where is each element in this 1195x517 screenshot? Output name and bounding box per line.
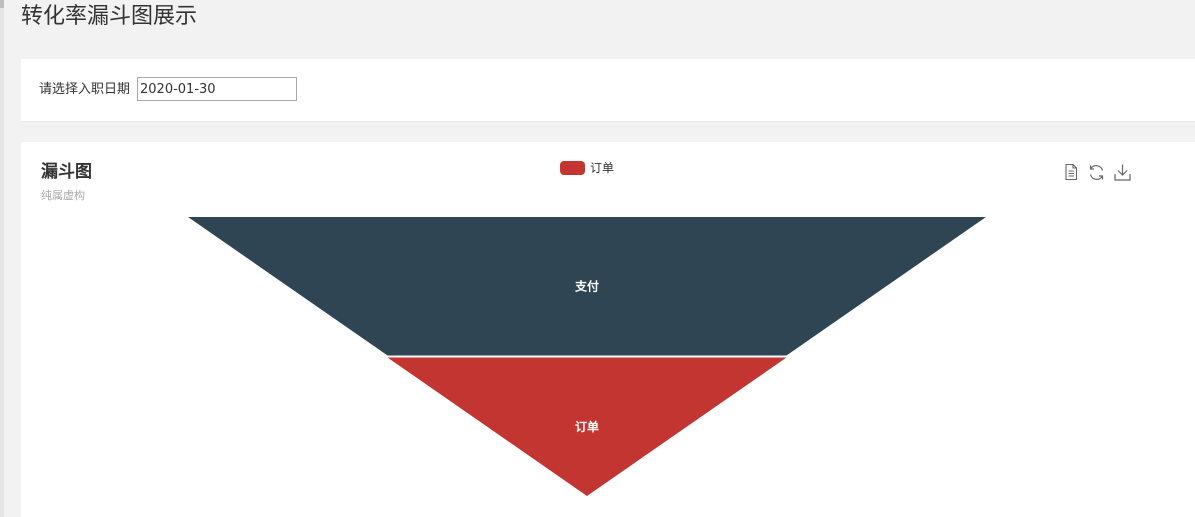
funnel-segment-order[interactable] bbox=[387, 357, 787, 497]
date-filter-label: 请选择入职日期 bbox=[39, 82, 131, 97]
refresh-icon[interactable] bbox=[1088, 164, 1105, 181]
legend-item-order[interactable]: 订单 bbox=[560, 161, 614, 175]
download-icon[interactable] bbox=[1114, 164, 1131, 181]
funnel-chart-card: 漏斗图 纯属虚构 订单 bbox=[21, 142, 1195, 517]
left-edge-mark bbox=[0, 0, 4, 8]
funnel-segment-pay[interactable] bbox=[188, 217, 986, 356]
legend-label: 订单 bbox=[590, 161, 614, 175]
legend-swatch bbox=[560, 161, 585, 175]
funnel-label-pay: 支付 bbox=[574, 278, 599, 293]
filter-panel: 请选择入职日期 bbox=[21, 59, 1195, 122]
left-edge-bar bbox=[0, 0, 4, 517]
data-view-icon[interactable] bbox=[1064, 163, 1078, 181]
date-input[interactable] bbox=[137, 77, 297, 101]
funnel-chart: 漏斗图 纯属虚构 订单 bbox=[41, 161, 1131, 496]
chart-title: 漏斗图 bbox=[41, 162, 92, 182]
page-title: 转化率漏斗图展示 bbox=[21, 4, 198, 29]
chart-subtitle: 纯属虚构 bbox=[41, 188, 85, 202]
funnel-label-order: 订单 bbox=[575, 419, 599, 434]
